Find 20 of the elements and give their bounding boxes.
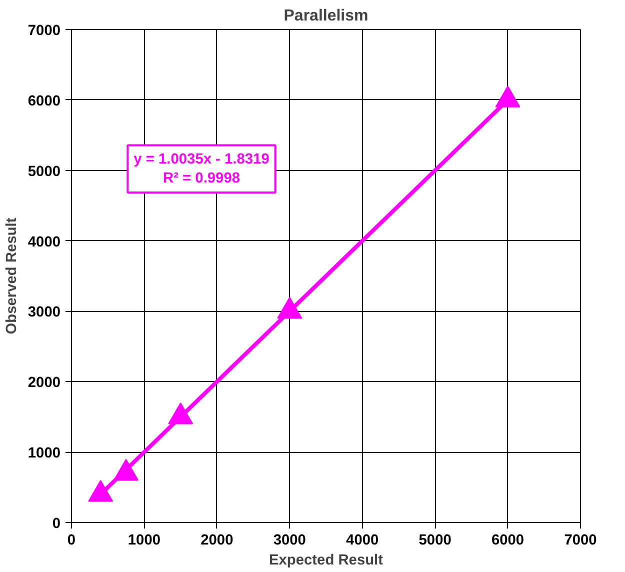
y-tick-label: 1000 xyxy=(28,446,61,462)
x-tick-label: 2000 xyxy=(200,532,234,548)
y-tick-label: 2000 xyxy=(28,375,61,392)
x-tick-label: 4000 xyxy=(346,532,379,548)
x-tick-label: 1000 xyxy=(128,532,161,548)
y-axis-title: Observed Result xyxy=(4,218,20,334)
y-tick-label: 4000 xyxy=(28,234,61,250)
y-tick-label: 6000 xyxy=(28,93,61,110)
y-tick-label: 5000 xyxy=(28,164,61,180)
x-tick-label: 3000 xyxy=(273,532,306,548)
chart-title: Parallelism xyxy=(284,8,368,24)
x-tick-label: 5000 xyxy=(418,532,452,548)
x-tick-label: 0 xyxy=(67,532,76,548)
y-tick-label: 3000 xyxy=(28,304,61,321)
x-tick-label: 7000 xyxy=(564,532,597,548)
x-tick-label: 6000 xyxy=(491,532,524,548)
x-axis-title: Expected Result xyxy=(268,552,384,568)
annotation: y = 1.0035x - 1.8319 R² = 0.9998 xyxy=(134,151,270,186)
y-tick-label: 7000 xyxy=(28,23,61,39)
y-tick-label: 0 xyxy=(52,516,61,532)
